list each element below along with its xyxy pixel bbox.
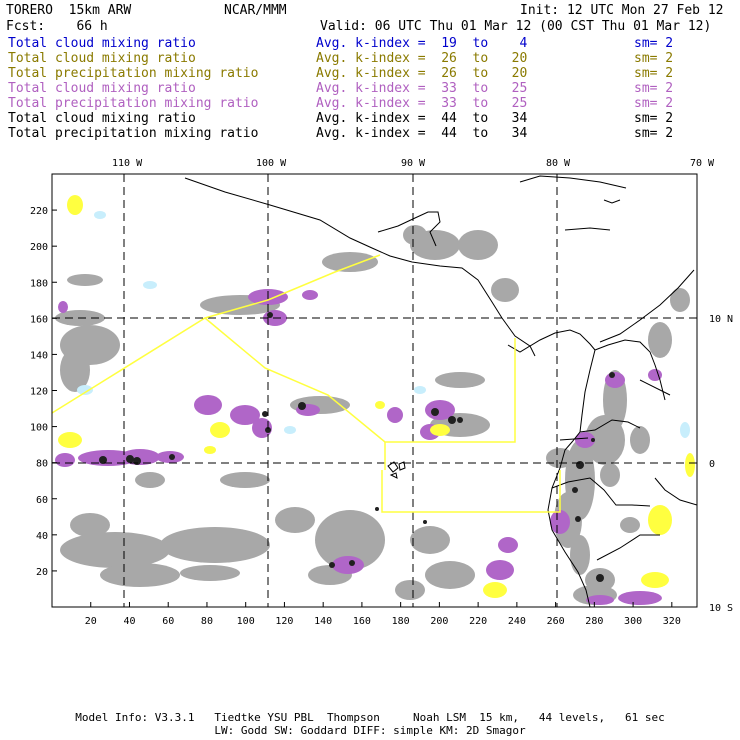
latitude-label: 10 N [709, 314, 733, 325]
latitude-labels: 10 N 0 10 S [709, 314, 733, 614]
legend-row: Total precipitation mixing ratio Avg. k-… [8, 96, 673, 171]
x-tick-label: 280 [585, 616, 603, 627]
y-tick-label: 180 [30, 278, 48, 289]
legend-kindex: Avg. k-index = 26 to 20 [316, 51, 528, 66]
valid-time: Valid: 06 UTC Thu 01 Mar 12 (00 CST Thu … [320, 19, 712, 34]
cloud-field [55, 225, 690, 605]
x-tick-label: 200 [430, 616, 448, 627]
y-tick-label: 160 [30, 314, 48, 325]
domain-outline [52, 254, 561, 513]
y-tick-label: 100 [30, 423, 48, 434]
dark-cores [99, 312, 615, 582]
legend-kindex: Avg. k-index = 33 to 25 [316, 96, 528, 111]
legend-kindex: Avg. k-index = 26 to 20 [316, 66, 528, 81]
coastlines [184, 175, 697, 607]
legend-kindex: Avg. k-index = 19 to 4 [316, 36, 528, 51]
legend-kindex: Avg. k-index = 33 to 25 [316, 81, 528, 96]
x-tick-label: 300 [624, 616, 642, 627]
legend-row: Total precipitation mixing ratio Avg. k-… [8, 126, 673, 201]
y-tick-label: 40 [36, 531, 48, 542]
purple-field [55, 289, 662, 605]
legend-smoothing: sm= 2 [634, 96, 674, 111]
legend-field: Total cloud mixing ratio [8, 81, 196, 96]
x-tick-label: 40 [123, 616, 135, 627]
physics-info: LW: Godd SW: Goddard DIFF: simple KM: 2D… [214, 724, 526, 737]
x-tick-label: 260 [547, 616, 565, 627]
legend-row: Total cloud mixing ratio Avg. k-index = … [8, 81, 673, 156]
x-tick-label: 180 [392, 616, 410, 627]
legend-smoothing: sm= 2 [634, 126, 674, 141]
country-borders [551, 339, 671, 561]
bottom-ticks: 20 40 60 80 100 120 140 160 180 200 220 240 260 280 30… [85, 602, 681, 627]
x-tick-label: 240 [508, 616, 526, 627]
legend-field: Total precipitation mixing ratio [8, 66, 259, 81]
legend-field: Total precipitation mixing ratio [8, 96, 259, 111]
legend-smoothing: sm= 2 [634, 51, 674, 66]
x-tick-label: 220 [469, 616, 487, 627]
legend-field: Total precipitation mixing ratio [8, 126, 259, 141]
x-tick-label: 80 [201, 616, 213, 627]
y-tick-label: 140 [30, 350, 48, 361]
x-tick-label: 140 [314, 616, 332, 627]
light-blue-field [77, 211, 690, 438]
yellow-field [58, 195, 695, 598]
y-tick-label: 80 [36, 459, 48, 470]
legend-kindex: Avg. k-index = 44 to 34 [316, 126, 528, 141]
model-info: Model Info: V3.3.1 Tiedtke YSU PBL Thomp… [75, 711, 665, 724]
longitude-label: 100 W [256, 158, 287, 169]
legend-smoothing: sm= 2 [634, 36, 674, 51]
legend-row: Total cloud mixing ratio Avg. k-index = … [8, 36, 673, 111]
longitude-label: 90 W [401, 158, 426, 169]
y-tick-label: 20 [36, 567, 48, 578]
y-tick-label: 220 [30, 206, 48, 217]
left-ticks: 220 200 180 160 140 120 100 80 60 40 20 [30, 206, 57, 578]
longitude-label: 80 W [546, 158, 571, 169]
x-tick-label: 320 [663, 616, 681, 627]
init-time: Init: 12 UTC Mon 27 Feb 12 [520, 3, 724, 18]
x-tick-label: 100 [237, 616, 255, 627]
x-tick-label: 120 [275, 616, 293, 627]
legend-field: Total cloud mixing ratio [8, 36, 196, 51]
legend-smoothing: sm= 2 [634, 66, 674, 81]
latitude-label: 10 S [709, 603, 733, 614]
longitude-label: 110 W [112, 158, 143, 169]
plot-area [52, 174, 697, 607]
legend-smoothing: sm= 2 [634, 81, 674, 96]
legend-field: Total cloud mixing ratio [8, 111, 196, 126]
model-title: TORERO 15km ARW [6, 3, 132, 18]
forecast-hour: Fcst: 66 h [6, 19, 108, 34]
latitude-label: 0 [709, 459, 715, 470]
lat-lon-grid [52, 174, 697, 607]
x-tick-label: 20 [85, 616, 97, 627]
longitude-labels: 110 W 100 W 90 W 80 W 70 W [112, 158, 715, 169]
x-tick-label: 160 [353, 616, 371, 627]
legend-kindex: Avg. k-index = 44 to 34 [316, 111, 528, 126]
legend-field: Total cloud mixing ratio [8, 51, 196, 66]
y-tick-label: 200 [30, 242, 48, 253]
legend-smoothing: sm= 2 [634, 111, 674, 126]
longitude-label: 70 W [690, 158, 715, 169]
y-tick-label: 120 [30, 387, 48, 398]
legend-row: Total precipitation mixing ratio Avg. k-… [8, 66, 673, 141]
center-label: NCAR/MMM [224, 3, 287, 18]
y-tick-label: 60 [36, 495, 48, 506]
legend-row: Total cloud mixing ratio Avg. k-index = … [8, 111, 673, 186]
x-tick-label: 60 [162, 616, 174, 627]
legend-row: Total cloud mixing ratio Avg. k-index = … [8, 51, 673, 126]
forecast-map: 110 W 100 W 90 W 80 W 70 W [30, 158, 733, 627]
